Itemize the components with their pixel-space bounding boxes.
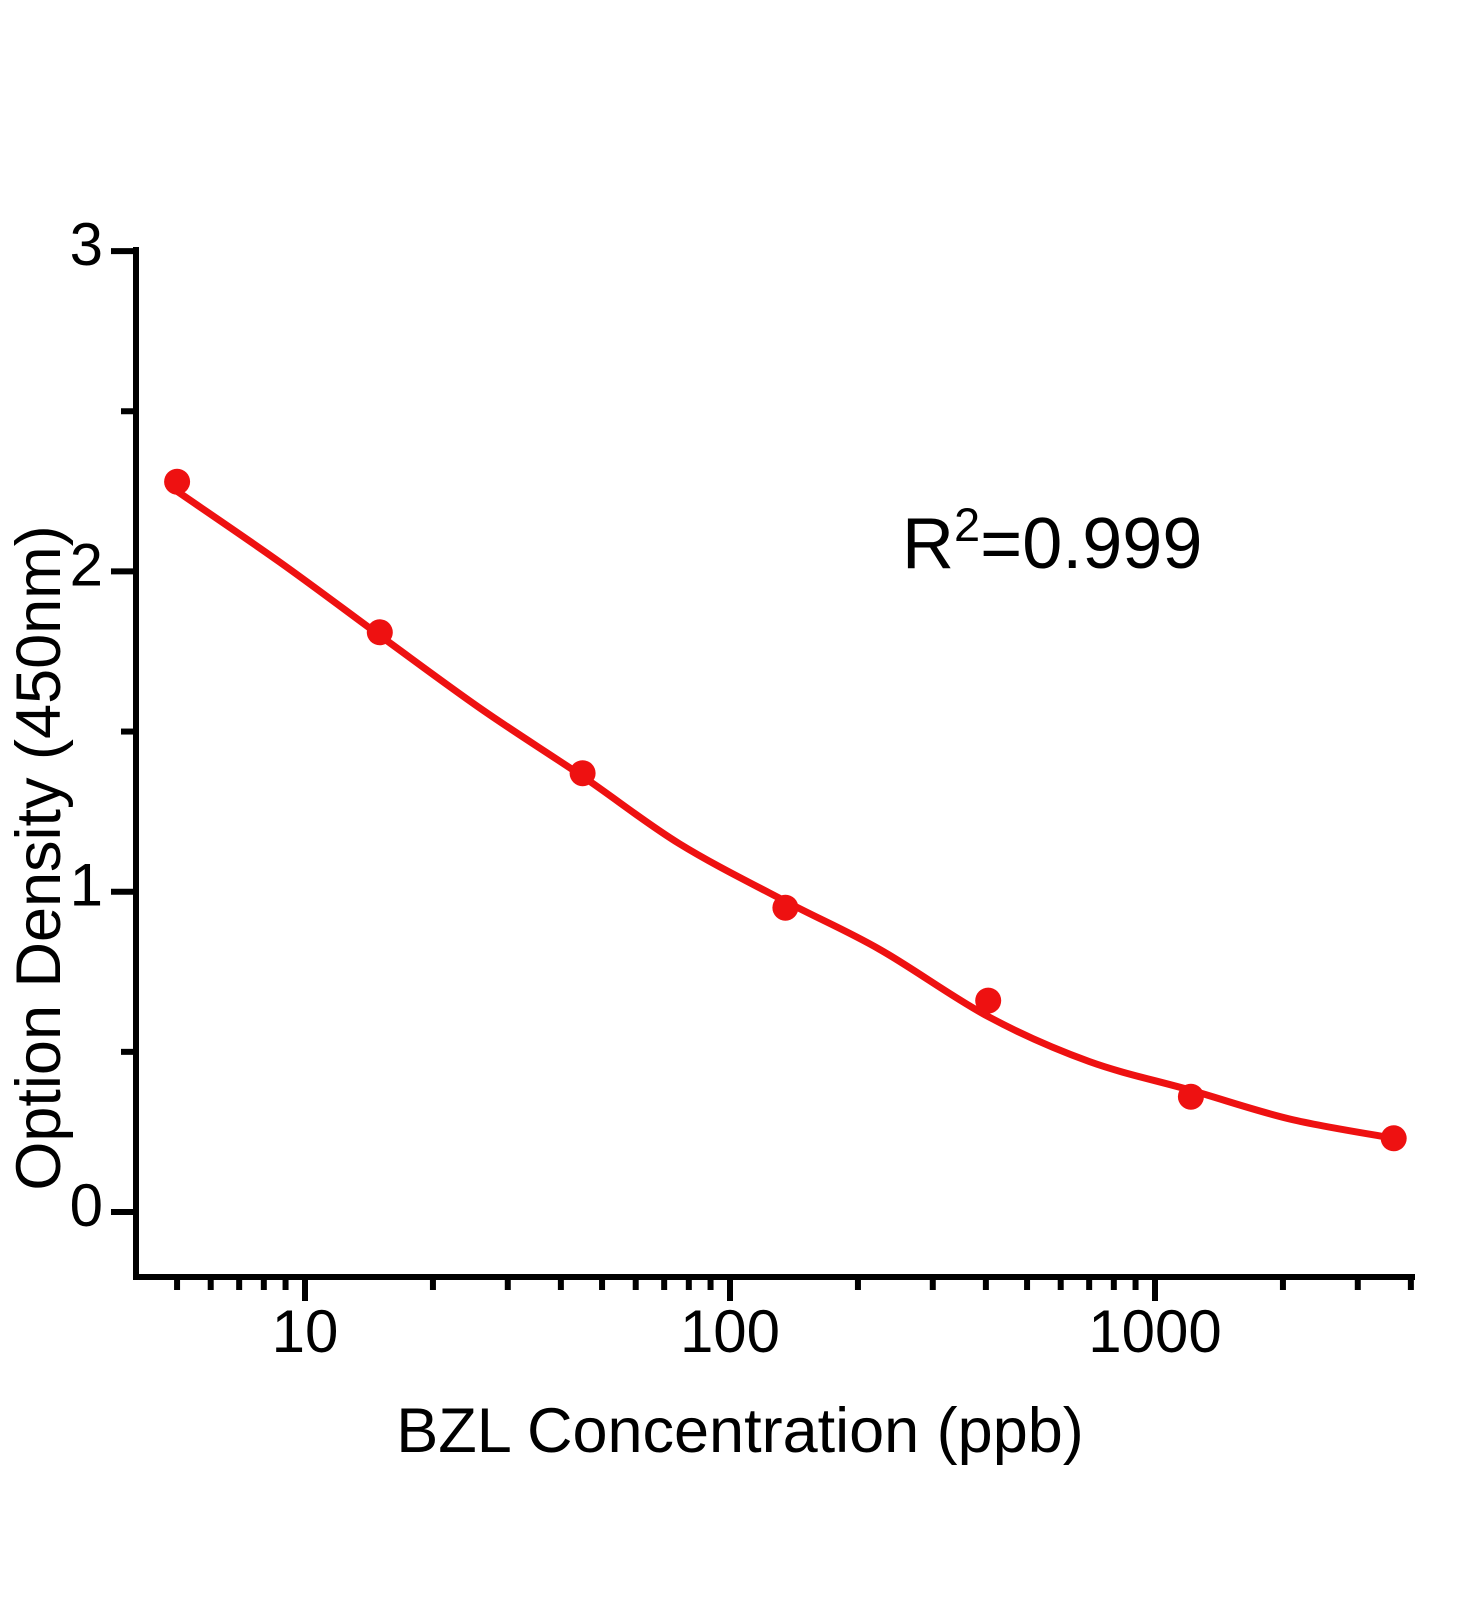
r-squared-value: =0.999 <box>980 504 1202 584</box>
r-squared-base: R <box>902 504 954 584</box>
data-points <box>164 468 1407 1152</box>
data-point <box>1177 1083 1204 1110</box>
data-point <box>164 468 191 495</box>
y-tick-label: 3 <box>70 211 103 278</box>
y-tick-label: 1 <box>70 852 103 919</box>
data-point <box>1380 1125 1407 1152</box>
x-axis: 10 100 1000 <box>133 1274 1415 1365</box>
data-point <box>569 760 596 787</box>
y-tick-label: 2 <box>70 531 103 598</box>
r-squared-annotation: R2=0.999 <box>902 498 1202 584</box>
data-point <box>975 987 1002 1014</box>
data-point <box>772 894 799 921</box>
r-squared-superscript: 2 <box>954 498 980 551</box>
x-tick-label: 1000 <box>1088 1298 1221 1365</box>
y-axis-title: Option Density (450nm) <box>4 525 74 1190</box>
x-tick-label: 100 <box>680 1298 780 1365</box>
x-tick-label: 10 <box>272 1298 339 1365</box>
y-tick-label: 0 <box>70 1172 103 1239</box>
data-point <box>366 619 393 646</box>
fit-curve-line <box>173 487 1398 1142</box>
y-axis: 0 1 2 3 <box>70 211 139 1280</box>
x-axis-title: BZL Concentration (ppb) <box>396 1396 1084 1466</box>
